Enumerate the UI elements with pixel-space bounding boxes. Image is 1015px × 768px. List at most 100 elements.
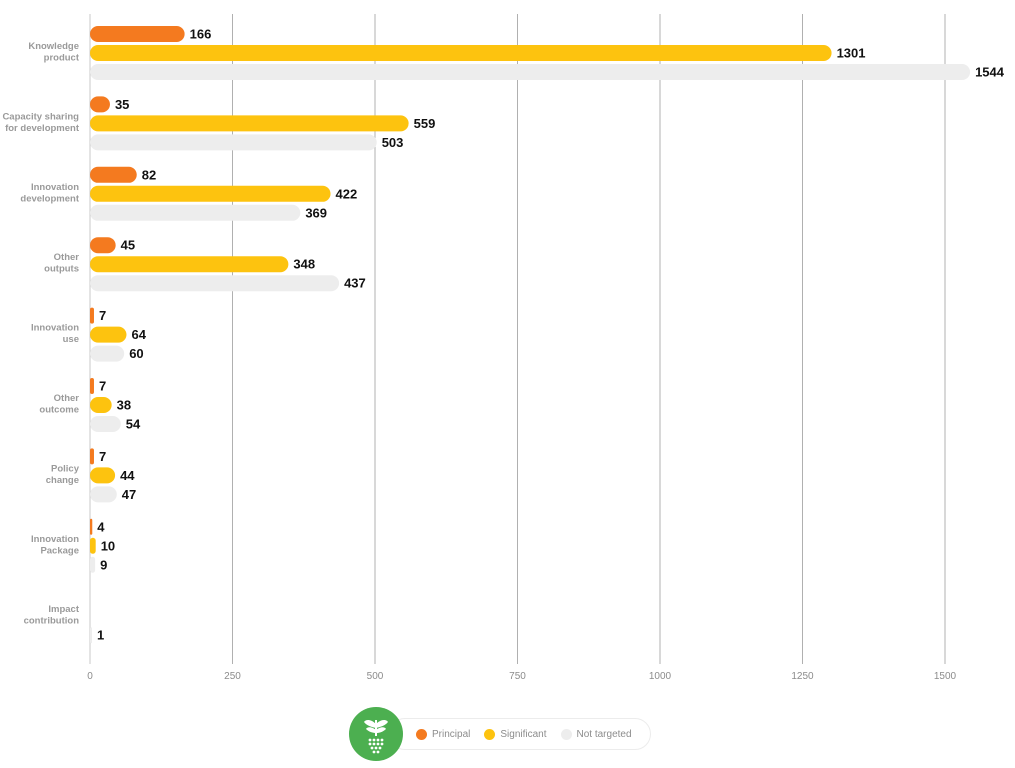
- bar-principal: [90, 378, 94, 394]
- data-label: 7: [99, 379, 106, 394]
- category-label-line: Policy: [51, 463, 80, 474]
- data-label: 60: [129, 346, 143, 361]
- category-label: Knowledge product: [28, 41, 80, 64]
- bar-principal: [90, 26, 185, 42]
- category-labels: Knowledge product Capacity sharing for deve…: [2, 41, 79, 627]
- category-label-line: outputs: [44, 264, 79, 275]
- data-label: 503: [382, 135, 404, 150]
- category-label-line: change: [46, 475, 79, 486]
- data-label: 35: [115, 97, 129, 112]
- x-tick-label: 750: [509, 671, 526, 682]
- bar-significant: [90, 397, 112, 413]
- data-label: 82: [142, 167, 156, 182]
- data-label: 1544: [975, 65, 1005, 80]
- legend-items: Principal Significant Not targeted: [389, 718, 651, 750]
- data-label: 44: [120, 468, 135, 483]
- bar-not-targeted: [90, 345, 125, 362]
- category-label-line: Knowledge: [28, 41, 79, 52]
- bar-not-targeted: [90, 556, 96, 573]
- data-label: 45: [121, 238, 135, 253]
- category-label-line: outcome: [39, 405, 79, 416]
- x-tick-label: 1000: [649, 671, 672, 682]
- bar-principal: [90, 237, 116, 254]
- data-label: 369: [305, 205, 327, 220]
- category-label-line: Capacity sharing: [2, 111, 79, 122]
- legend-swatch-significant: [484, 728, 496, 740]
- category-label-line: Innovation: [31, 534, 79, 545]
- legend-swatch-not-targeted: [560, 728, 572, 740]
- bar-significant: [90, 185, 331, 202]
- bar-principal: [90, 307, 94, 324]
- bar-not-targeted: [90, 627, 92, 644]
- category-label-line: development: [20, 193, 79, 204]
- bars: [90, 26, 971, 644]
- bar-principal: [90, 448, 94, 465]
- category-label-line: Innovation: [31, 323, 79, 334]
- category-label: Innovation Package: [31, 534, 79, 557]
- legend-label-principal: Principal: [432, 728, 471, 740]
- category-label-line: use: [63, 334, 79, 345]
- bar-significant: [90, 256, 289, 273]
- category-label: Other outputs: [44, 252, 79, 275]
- bar-principal: [90, 166, 137, 183]
- category-label-line: Package: [40, 545, 79, 556]
- category-label-line: Other: [54, 393, 80, 404]
- category-label-line: Innovation: [31, 182, 79, 193]
- category-label: Policy change: [46, 463, 80, 486]
- bar-principal: [90, 518, 93, 535]
- category-label-line: product: [44, 53, 80, 64]
- legend-item-principal[interactable]: Principal: [416, 728, 471, 740]
- legend: Principal Significant Not targeted: [349, 706, 651, 762]
- legend-label-not-targeted: Not targeted: [576, 728, 632, 740]
- data-label: 166: [190, 27, 212, 42]
- data-labels: 1661301154435559503824223694534843776460…: [97, 27, 1005, 643]
- data-label: 9: [100, 557, 107, 572]
- bar-not-targeted: [90, 134, 377, 151]
- x-tick-label: 1250: [791, 671, 814, 682]
- legend-item-not-targeted[interactable]: Not targeted: [560, 728, 632, 740]
- bar-not-targeted: [90, 486, 117, 503]
- x-tick-label: 1500: [934, 671, 957, 682]
- bar-significant: [90, 326, 127, 343]
- category-label-line: contribution: [24, 616, 80, 627]
- bar-significant: [90, 45, 832, 61]
- bar-significant: [90, 115, 409, 132]
- x-tick-label: 500: [367, 671, 384, 682]
- data-label: 348: [293, 257, 315, 272]
- data-label: 1301: [837, 46, 866, 61]
- data-label: 10: [101, 538, 115, 553]
- category-label-line: Other: [54, 252, 80, 263]
- legend-swatch-principal: [416, 728, 427, 740]
- data-label: 54: [126, 417, 141, 432]
- x-tick-label: 0: [87, 671, 93, 682]
- legend-item-significant[interactable]: Significant: [484, 728, 547, 740]
- bar-not-targeted: [90, 416, 121, 432]
- sprout-icon: [349, 707, 403, 761]
- data-label: 64: [131, 327, 146, 342]
- bar-principal: [90, 96, 110, 113]
- bar-significant: [90, 467, 116, 484]
- data-label: 559: [414, 116, 436, 131]
- data-label: 7: [99, 308, 106, 323]
- data-label: 1: [97, 628, 104, 643]
- bar-chart: Knowledge product Capacity sharing for deve…: [2, 14, 1005, 682]
- bar-not-targeted: [90, 204, 301, 221]
- bar-not-targeted: [90, 64, 971, 80]
- category-label: Impact contribution: [24, 604, 80, 627]
- category-label: Innovation development: [20, 182, 79, 205]
- category-label: Capacity sharing for development: [2, 111, 79, 133]
- data-label: 422: [336, 186, 358, 201]
- category-label-line: Impact: [48, 604, 79, 615]
- legend-label-significant: Significant: [500, 728, 547, 740]
- x-axis-ticks: 0 250 500 750 1000 1250 1500: [87, 671, 956, 682]
- category-label: Innovation use: [31, 323, 79, 346]
- bar-not-targeted: [90, 275, 340, 292]
- data-label: 4: [97, 519, 105, 534]
- bar-significant: [90, 537, 96, 554]
- category-label-line: for development: [5, 123, 80, 134]
- data-label: 7: [99, 449, 106, 464]
- data-label: 47: [122, 487, 136, 502]
- data-label: 38: [117, 398, 131, 413]
- category-label: Other outcome: [39, 393, 79, 416]
- grid-lines: [89, 14, 946, 664]
